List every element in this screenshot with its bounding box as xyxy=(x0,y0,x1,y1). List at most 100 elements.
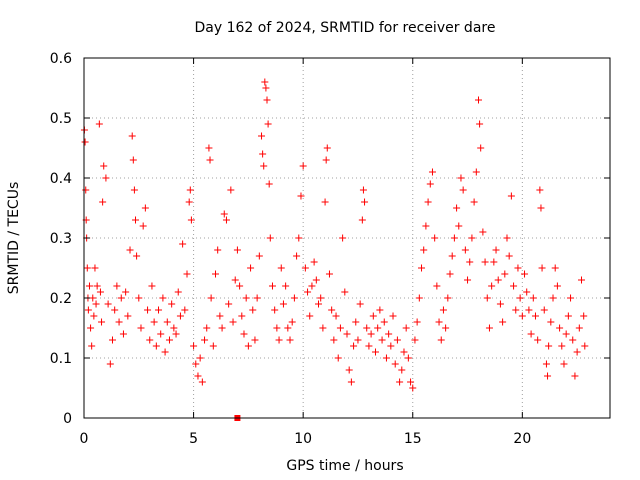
data-point xyxy=(547,318,555,326)
data-point xyxy=(159,294,167,302)
data-point xyxy=(95,120,103,128)
data-point xyxy=(376,306,384,314)
data-point xyxy=(356,300,364,308)
data-point xyxy=(420,246,428,254)
data-point xyxy=(365,342,373,350)
data-point xyxy=(310,258,318,266)
data-point xyxy=(580,312,588,320)
data-point xyxy=(91,264,99,272)
data-point xyxy=(168,300,176,308)
data-point xyxy=(521,270,529,278)
data-point xyxy=(374,324,382,332)
data-point xyxy=(174,288,182,296)
data-point xyxy=(315,300,323,308)
data-point xyxy=(448,252,456,260)
data-point xyxy=(89,294,97,302)
data-point xyxy=(404,354,412,362)
data-point xyxy=(534,336,542,344)
data-point xyxy=(380,318,388,326)
data-point xyxy=(437,336,445,344)
data-point xyxy=(122,288,130,296)
data-point xyxy=(496,300,504,308)
data-point xyxy=(301,264,309,272)
data-point xyxy=(216,312,224,320)
data-point xyxy=(516,294,524,302)
data-point xyxy=(231,276,239,284)
data-point xyxy=(150,318,158,326)
data-point xyxy=(271,306,279,314)
data-point xyxy=(575,324,583,332)
data-point xyxy=(194,372,202,380)
data-point xyxy=(407,378,415,386)
data-point xyxy=(542,360,550,368)
data-point xyxy=(152,342,160,350)
data-point xyxy=(155,306,163,314)
data-point xyxy=(172,330,180,338)
data-point xyxy=(117,294,125,302)
data-point xyxy=(336,324,344,332)
data-point xyxy=(130,186,138,194)
data-point xyxy=(367,330,375,338)
data-point xyxy=(499,318,507,326)
data-point xyxy=(128,132,136,140)
data-point xyxy=(510,282,518,290)
data-point xyxy=(453,204,461,212)
data-point xyxy=(398,366,406,374)
data-point xyxy=(93,282,101,290)
data-point xyxy=(391,360,399,368)
data-point xyxy=(124,312,132,320)
data-point xyxy=(201,336,209,344)
data-point xyxy=(322,156,330,164)
data-point xyxy=(334,354,342,362)
y-tick-labels: 0 0.1 0.2 0.3 0.4 0.5 0.6 xyxy=(50,51,72,427)
data-point xyxy=(396,378,404,386)
data-point xyxy=(553,282,561,290)
data-point xyxy=(538,264,546,272)
data-point xyxy=(135,294,143,302)
data-point xyxy=(218,324,226,332)
data-point xyxy=(413,318,421,326)
data-point xyxy=(266,234,274,242)
data-point xyxy=(170,324,178,332)
data-point xyxy=(411,336,419,344)
data-point xyxy=(141,204,149,212)
data-point xyxy=(277,264,285,272)
y-tick-label: 0.2 xyxy=(50,291,72,307)
data-point xyxy=(325,270,333,278)
data-point xyxy=(295,234,303,242)
data-point xyxy=(371,348,379,356)
data-point xyxy=(389,312,397,320)
y-tick-label: 0.3 xyxy=(50,231,72,247)
data-point xyxy=(564,312,572,320)
y-tick-label: 0.4 xyxy=(50,171,72,187)
data-point xyxy=(209,342,217,350)
data-point xyxy=(119,330,127,338)
data-point xyxy=(214,246,222,254)
data-point xyxy=(190,342,198,350)
data-point xyxy=(198,378,206,386)
data-point xyxy=(238,312,246,320)
data-point xyxy=(450,234,458,242)
data-point xyxy=(96,288,104,296)
data-point xyxy=(288,318,296,326)
data-point xyxy=(569,336,577,344)
data-point xyxy=(424,198,432,206)
data-point xyxy=(279,300,287,308)
data-point xyxy=(132,216,140,224)
y-tick-label: 0 xyxy=(63,411,72,427)
data-point xyxy=(308,282,316,290)
data-point xyxy=(181,306,189,314)
data-point xyxy=(108,336,116,344)
data-point xyxy=(363,324,371,332)
grid-lines xyxy=(84,58,610,418)
data-point xyxy=(481,258,489,266)
data-point xyxy=(100,162,108,170)
data-point xyxy=(92,300,100,308)
data-point xyxy=(306,312,314,320)
x-tick-label: 20 xyxy=(513,431,531,447)
data-point xyxy=(258,132,266,140)
data-point xyxy=(192,360,200,368)
data-point xyxy=(501,270,509,278)
data-point xyxy=(82,186,90,194)
